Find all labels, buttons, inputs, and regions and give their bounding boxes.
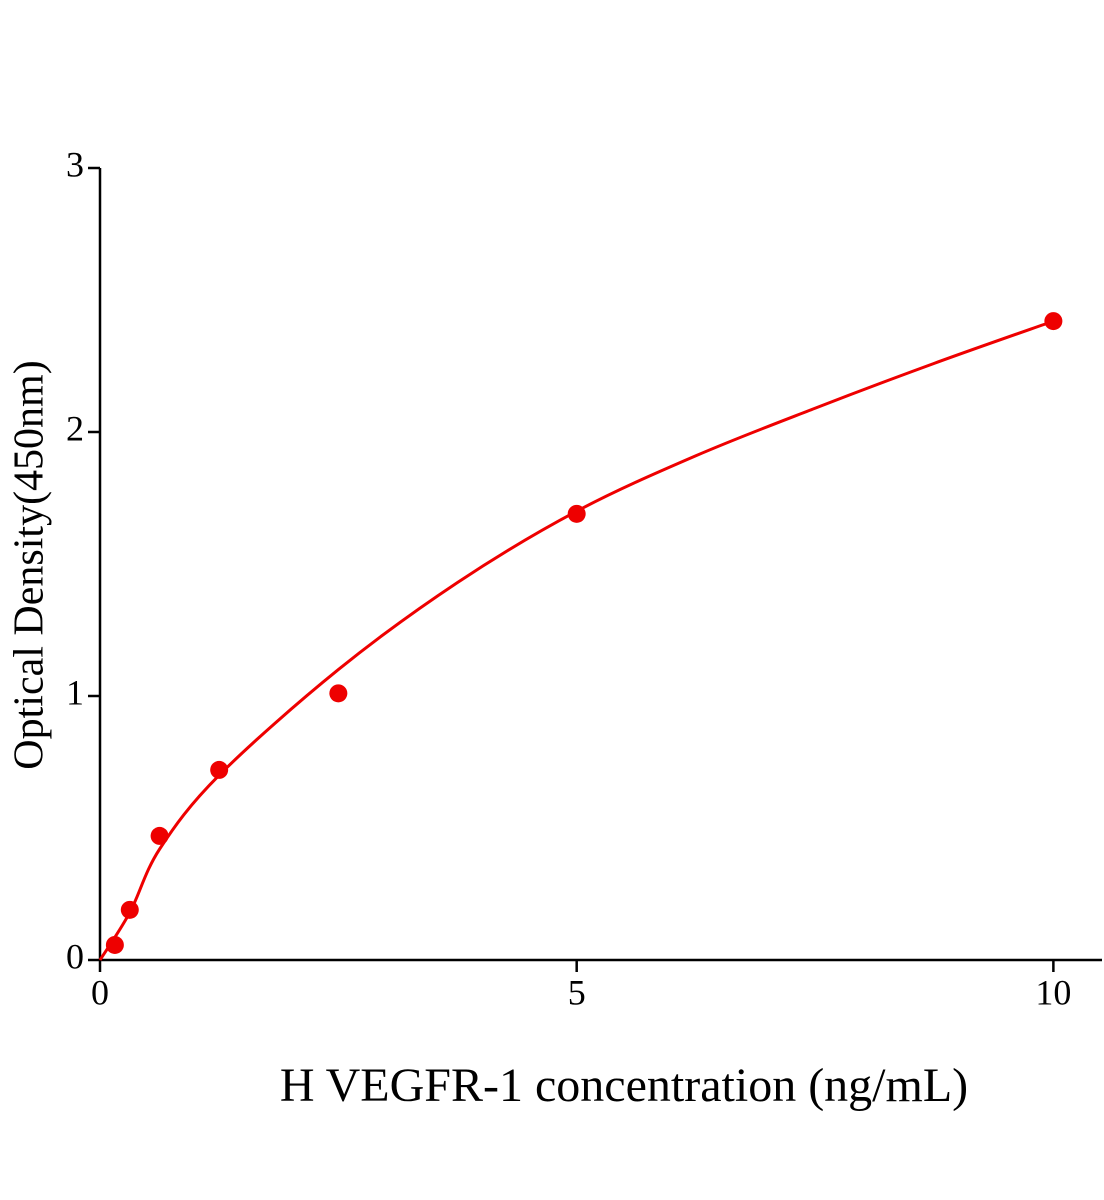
data-point <box>1044 312 1063 331</box>
fit-curve <box>98 319 1054 961</box>
x-axis-title: H VEGFR-1 concentration (ng/mL) <box>280 1059 968 1112</box>
data-point <box>150 826 169 845</box>
x-tick-label: 5 <box>568 972 586 1012</box>
data-point <box>105 935 124 954</box>
data-point <box>567 504 586 523</box>
data-point <box>210 760 229 779</box>
data-point <box>329 684 348 703</box>
x-tick-label: 0 <box>91 972 109 1012</box>
y-tick-label: 0 <box>66 936 84 976</box>
x-tick-label: 10 <box>1035 972 1071 1012</box>
y-tick-label: 3 <box>66 144 84 184</box>
y-tick-label: 1 <box>66 672 84 712</box>
y-tick-label: 2 <box>66 408 84 448</box>
data-point <box>120 900 139 919</box>
y-axis-title: Optical Density(450nm) <box>7 360 53 769</box>
